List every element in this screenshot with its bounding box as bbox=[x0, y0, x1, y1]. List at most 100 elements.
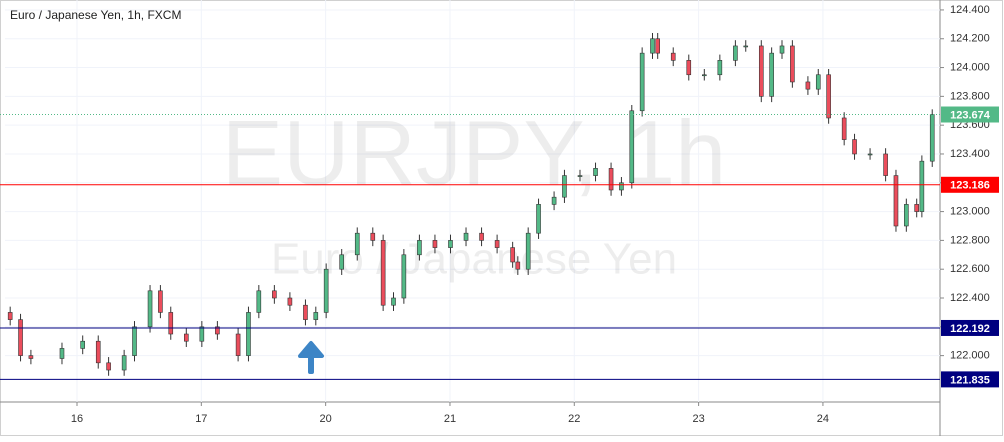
candle-body bbox=[303, 304, 308, 320]
price-badge-label: 122.192 bbox=[950, 323, 990, 335]
candle-body bbox=[790, 45, 795, 83]
candle-body bbox=[272, 290, 277, 299]
candle-body bbox=[184, 333, 189, 342]
y-tick-label: 122.800 bbox=[950, 234, 990, 246]
candle-body bbox=[702, 74, 707, 77]
candle-body bbox=[883, 153, 888, 176]
y-tick-label: 124.000 bbox=[950, 61, 990, 73]
candle-body bbox=[323, 268, 329, 313]
candle-body bbox=[132, 326, 137, 356]
candle-body bbox=[432, 240, 438, 248]
candle-body bbox=[95, 340, 101, 364]
candle-body bbox=[758, 45, 764, 97]
price-badge-label: 123.674 bbox=[950, 109, 991, 121]
candle-body bbox=[354, 232, 360, 256]
y-tick-label: 122.400 bbox=[950, 292, 990, 304]
price-badge bbox=[941, 319, 999, 336]
candle-body bbox=[670, 52, 676, 61]
candle-body bbox=[826, 74, 831, 119]
y-tick-label: 123.800 bbox=[950, 90, 990, 102]
price-badge-label: 123.186 bbox=[950, 180, 990, 192]
candle-body bbox=[448, 240, 453, 248]
candle-body bbox=[577, 175, 583, 177]
candle-body bbox=[919, 160, 925, 212]
candle-body bbox=[650, 38, 655, 54]
candle-body bbox=[929, 114, 935, 162]
candle-body bbox=[401, 254, 407, 299]
y-tick-label: 124.200 bbox=[950, 33, 990, 45]
candle-body bbox=[235, 333, 241, 356]
x-tick-label: 17 bbox=[195, 413, 207, 425]
candle-body bbox=[494, 240, 500, 248]
x-tick-label: 24 bbox=[817, 413, 829, 425]
candle-body bbox=[380, 240, 386, 306]
candle-body bbox=[525, 232, 531, 270]
candle-body bbox=[147, 290, 153, 328]
candle-body bbox=[593, 168, 598, 176]
candle-body bbox=[287, 297, 293, 306]
candle-body bbox=[717, 60, 723, 76]
candle-body bbox=[805, 81, 811, 90]
candle-body bbox=[168, 312, 174, 335]
x-tick-label: 20 bbox=[320, 413, 332, 425]
candle-body bbox=[733, 45, 738, 61]
y-tick-label: 123.000 bbox=[950, 205, 990, 217]
candle-body bbox=[80, 340, 86, 349]
candle-body bbox=[391, 297, 396, 306]
candle-body bbox=[815, 74, 821, 90]
x-tick-label: 23 bbox=[692, 413, 704, 425]
candle-body bbox=[551, 196, 557, 205]
candle-body bbox=[158, 290, 163, 313]
candle-body bbox=[841, 117, 847, 140]
watermark-subtitle: Euro / Japanese Yen bbox=[271, 235, 677, 284]
candle-body bbox=[215, 326, 220, 335]
candle-body bbox=[769, 52, 774, 97]
candle-body bbox=[339, 254, 345, 270]
y-tick-label: 122.000 bbox=[950, 350, 990, 362]
candle-body bbox=[655, 38, 660, 54]
candle-body bbox=[686, 60, 692, 76]
candle-body bbox=[629, 110, 635, 184]
candle-body bbox=[256, 290, 262, 313]
overlay: 123.674 123.186 122.192 121.835 bbox=[0, 106, 999, 388]
candle-body bbox=[417, 240, 422, 256]
candle-body bbox=[18, 319, 23, 356]
candle-body bbox=[779, 45, 785, 54]
candle-body bbox=[914, 204, 919, 212]
candle-body bbox=[852, 139, 857, 155]
y-tick-label: 123.400 bbox=[950, 148, 990, 160]
candle-body bbox=[515, 261, 521, 270]
price-badge-label: 121.835 bbox=[950, 374, 990, 386]
y-tick-label: 124.400 bbox=[950, 4, 990, 16]
candle-body bbox=[479, 232, 484, 241]
candle-body bbox=[28, 355, 34, 359]
candle-body bbox=[619, 182, 624, 191]
candle-body bbox=[867, 153, 873, 156]
price-badge bbox=[941, 371, 999, 388]
candle-body bbox=[370, 232, 376, 241]
candle-body bbox=[463, 232, 469, 241]
candles bbox=[7, 32, 935, 376]
candle-body bbox=[562, 175, 567, 198]
candle-body bbox=[510, 247, 515, 263]
candle-body bbox=[743, 45, 749, 48]
candle-body bbox=[608, 168, 614, 191]
chart-title: Euro / Japanese Yen, 1h, FXCM bbox=[10, 8, 181, 22]
candle-body bbox=[246, 312, 251, 356]
candle-body bbox=[7, 312, 13, 320]
candle-body bbox=[199, 326, 205, 342]
candle-body bbox=[121, 355, 127, 371]
y-tick-label: 122.600 bbox=[950, 263, 990, 275]
candle-body bbox=[904, 204, 909, 227]
candle-body bbox=[639, 52, 645, 112]
candle-body bbox=[313, 312, 319, 320]
candle-body bbox=[106, 362, 111, 371]
price-badge bbox=[941, 176, 999, 193]
up-arrow bbox=[298, 341, 324, 374]
watermark: EURJPY, 1h bbox=[222, 102, 727, 204]
x-tick-label: 22 bbox=[568, 413, 580, 425]
candle-body bbox=[59, 348, 65, 359]
